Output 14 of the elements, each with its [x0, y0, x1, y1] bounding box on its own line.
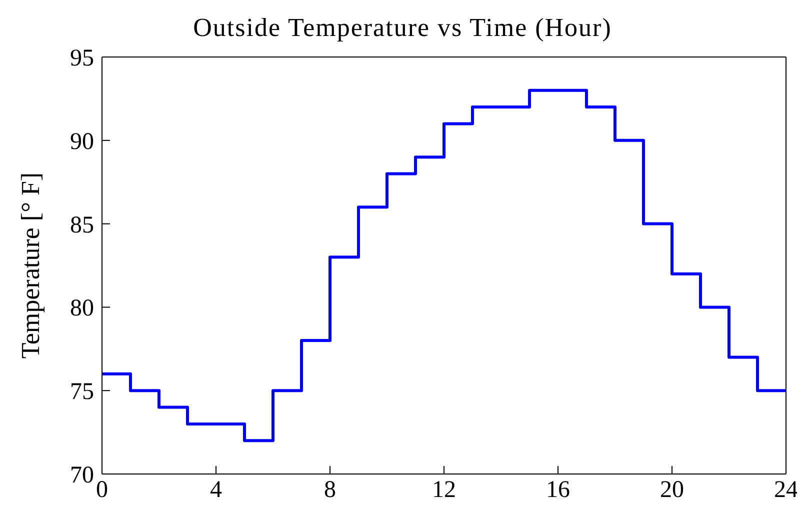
y-tick-label: 80	[70, 296, 94, 322]
y-tick-label: 70	[70, 462, 94, 489]
x-tick-label: 8	[324, 477, 336, 504]
y-tick-label: 95	[70, 46, 94, 72]
x-tick-label: 0	[96, 477, 108, 504]
y-tick-label: 90	[70, 128, 94, 155]
x-tick-label: 16	[546, 477, 570, 504]
y-tick-label: 85	[70, 212, 94, 238]
y-tick-label: 75	[70, 379, 94, 406]
chart-title: Outside Temperature vs Time (Hour)	[193, 13, 612, 42]
x-tick-label: 12	[432, 477, 456, 504]
x-tick-label: 4	[210, 477, 222, 504]
x-tick-label: 20	[660, 477, 684, 504]
y-axis-title: Temperature [° F]	[16, 172, 46, 359]
